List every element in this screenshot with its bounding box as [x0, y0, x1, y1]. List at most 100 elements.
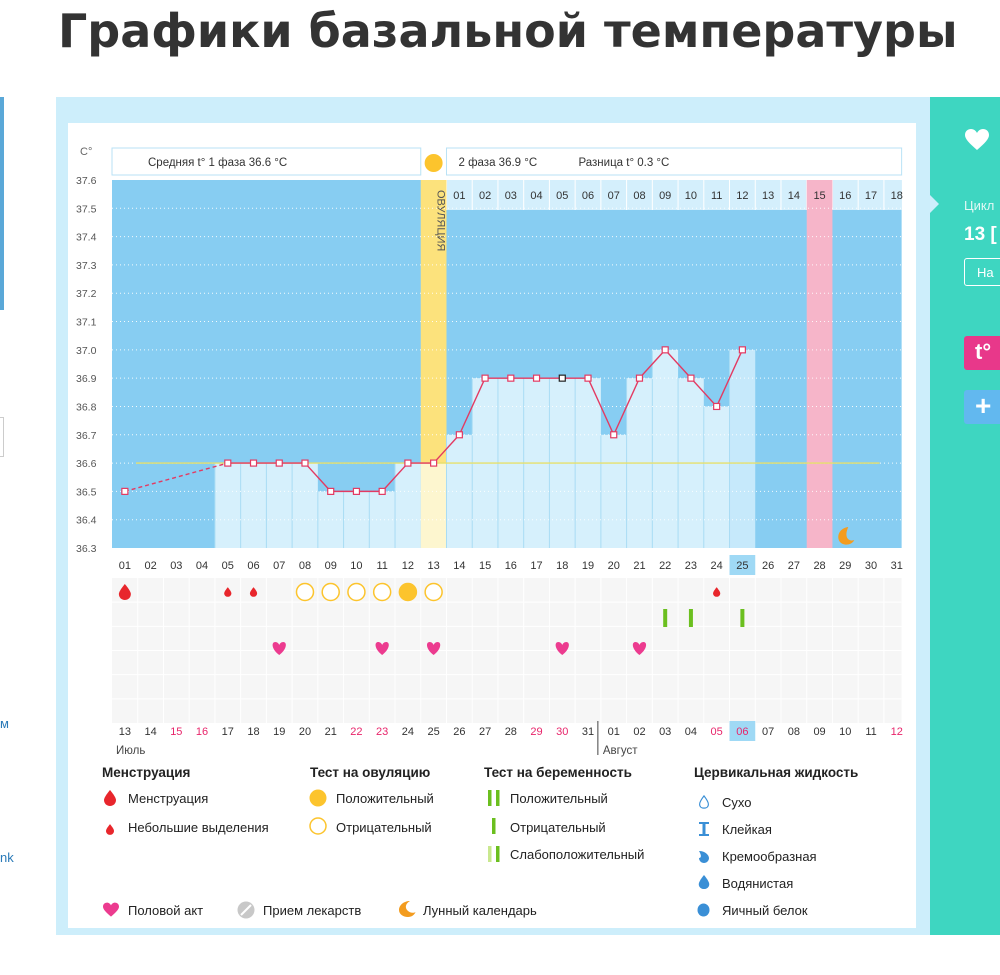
cycle-label: Цикл	[964, 198, 995, 213]
month-label: Июль	[116, 745, 145, 757]
cycle-day-label: 26	[762, 560, 774, 572]
date-label: 01	[608, 726, 620, 738]
date-label: 17	[222, 726, 234, 738]
side-panel	[930, 97, 1000, 935]
heart-icon[interactable]	[964, 128, 990, 157]
phase2-day-label: 01	[453, 190, 465, 202]
temperature-column	[369, 491, 396, 548]
date-label: 18	[247, 726, 259, 738]
cycle-day-label: 15	[479, 560, 491, 572]
eggwhite-icon	[697, 903, 710, 922]
temperature-line-segment	[716, 349, 744, 407]
cycle-day-label: 29	[839, 560, 851, 572]
legend-ovulation-heading: Тест на овуляцию	[310, 765, 431, 780]
cycle-day-label: 02	[144, 560, 156, 572]
ovulation-negative-circle	[424, 582, 443, 602]
legend-cv-sticky: Клейкая	[722, 822, 772, 837]
date-label: 09	[813, 726, 825, 738]
y-tick-label: 37.1	[76, 317, 97, 329]
cycle-day-label: 16	[505, 560, 517, 572]
date-label: 06	[736, 726, 748, 738]
temperature-column	[652, 349, 679, 548]
drop-icon	[104, 790, 116, 811]
date-label: 30	[556, 726, 568, 738]
y-tick-label: 36.7	[76, 430, 97, 442]
double-bar-icon	[487, 790, 501, 811]
temperature-point	[507, 374, 515, 382]
temperature-line-segment	[587, 377, 615, 436]
phase2-day-label: 04	[530, 190, 542, 202]
cycle-day-label: 04	[196, 560, 208, 572]
temperature-column	[729, 349, 756, 548]
cycle-day-label: 20	[608, 560, 620, 572]
moon-icon	[838, 527, 855, 545]
y-tick-label: 36.9	[76, 373, 97, 385]
phase2-day-label: 11	[711, 190, 722, 202]
date-label: 24	[402, 726, 414, 738]
temperature-point	[430, 459, 438, 467]
y-tick-label: 36.8	[76, 401, 97, 413]
temperature-point	[378, 487, 386, 495]
cycle-day-label: 14	[453, 560, 465, 572]
cycle-day-label: 06	[247, 560, 259, 572]
date-label: 16	[196, 726, 208, 738]
cycle-day-label: 03	[170, 560, 182, 572]
cycle-day-label: 18	[556, 560, 568, 572]
date-label: 12	[891, 726, 903, 738]
spotting-drop	[249, 587, 258, 597]
pregnancy-negative-bar	[663, 609, 668, 627]
phase2-day-label: 02	[479, 190, 491, 202]
phase2-day-label: 06	[582, 190, 594, 202]
date-label: 02	[633, 726, 645, 738]
temperature-point	[352, 487, 361, 495]
ovulation-label: ОВУЛЯЦИЯ	[435, 190, 447, 251]
left-sidebar-input[interactable]	[0, 417, 4, 457]
temperature-point	[635, 374, 644, 382]
cycle-day-label: 31	[891, 560, 903, 572]
y-tick-label: 37.4	[76, 232, 97, 244]
cycle-day-label: 19	[582, 560, 594, 572]
temperature-column	[703, 406, 730, 548]
side-notch	[930, 195, 939, 213]
today-date-highlight	[729, 721, 756, 741]
y-tick-label: 36.5	[76, 486, 97, 498]
legend-pregnancy-heading: Тест на беременность	[484, 765, 632, 780]
y-tick-label: 37.3	[76, 260, 97, 272]
temperature-point	[224, 459, 232, 467]
temperature-point	[532, 374, 541, 382]
add-temperature-button[interactable]: t°	[964, 336, 1000, 370]
intercourse-heart	[375, 642, 389, 655]
cycle-day-label: 05	[222, 560, 234, 572]
date-label: 25	[428, 726, 440, 738]
temperature-column	[395, 463, 421, 548]
intercourse-heart	[555, 642, 569, 655]
temperature-line-segment	[638, 349, 666, 379]
phase2-day-label: 17	[865, 190, 877, 202]
cycle-day-label: 22	[659, 560, 671, 572]
temperature-line-segment	[124, 462, 228, 493]
date-label: 28	[505, 726, 517, 738]
phase2-day-label: 13	[762, 190, 774, 202]
cycle-button[interactable]: На	[964, 258, 1000, 286]
ovulation-negative-circle	[372, 582, 392, 602]
month-label: Август	[603, 745, 638, 757]
cycle-day-label: 13	[428, 560, 440, 572]
sticky-icon	[699, 822, 709, 841]
legend-cv-eggwhite: Яичный белок	[722, 903, 808, 918]
cycle-day-label: 07	[273, 560, 285, 572]
y-tick-label: 36.3	[76, 543, 97, 555]
add-note-button[interactable]: +	[964, 390, 1000, 424]
intercourse-heart	[272, 642, 286, 655]
left-sidebar-link[interactable]: м	[0, 716, 9, 731]
temperature-point	[610, 431, 618, 439]
temperature-line-segment	[381, 462, 409, 492]
creamy-icon	[698, 849, 710, 868]
date-label: 19	[273, 726, 285, 738]
left-sidebar-link[interactable]: nk	[0, 850, 14, 865]
temperature-point	[661, 346, 669, 354]
date-label: 13	[119, 726, 131, 738]
cycle-day-label: 08	[299, 560, 311, 572]
pill-icon	[237, 901, 255, 924]
today-highlight	[729, 555, 756, 575]
date-label: 05	[711, 726, 723, 738]
